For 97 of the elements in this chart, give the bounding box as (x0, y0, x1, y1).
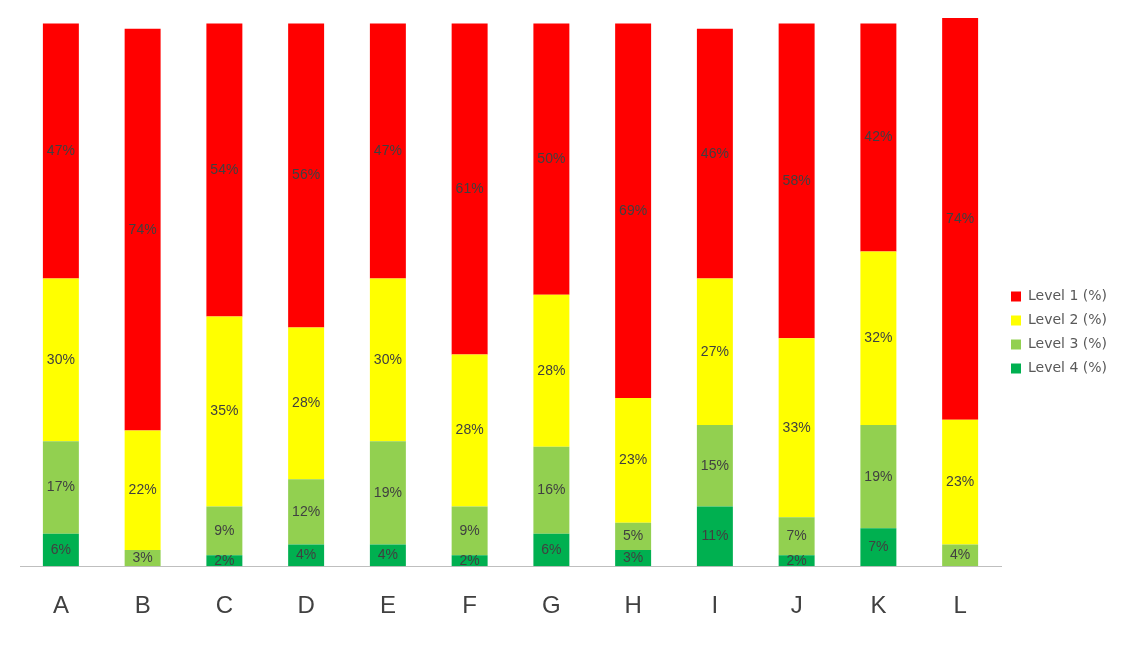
x-tick-label: D (297, 591, 315, 619)
data-label: 5% (623, 527, 644, 544)
x-tick-label: J (790, 591, 803, 619)
data-label: 27% (700, 342, 729, 359)
data-label: 11% (701, 527, 729, 544)
bar (696, 506, 733, 567)
data-label: 74% (128, 220, 157, 237)
bar (124, 28, 161, 431)
data-label: 2% (459, 551, 480, 568)
bar (288, 479, 325, 545)
data-label: 47% (46, 141, 75, 158)
bar (778, 338, 815, 518)
legend-label: Level 2 (%) (1028, 311, 1108, 328)
data-label: 30% (373, 350, 402, 367)
bar (696, 278, 733, 426)
data-label: 23% (619, 451, 648, 468)
bar (942, 18, 979, 420)
bar (369, 278, 406, 442)
data-label: 32% (864, 329, 893, 346)
data-label: 2% (786, 551, 807, 568)
data-label: 19% (864, 467, 893, 484)
data-label: 46% (700, 144, 729, 161)
data-label: 3% (623, 548, 644, 565)
data-label: 47% (373, 141, 402, 158)
bar (860, 23, 897, 252)
bar (42, 441, 79, 534)
bar (288, 23, 325, 328)
bar (42, 278, 79, 442)
data-label: 22% (128, 481, 157, 498)
data-label: 74% (946, 209, 975, 226)
bar (942, 419, 979, 545)
x-tick-label: K (870, 591, 887, 619)
x-tick-label: A (52, 591, 69, 619)
data-label: 19% (373, 483, 402, 500)
data-label: 28% (455, 421, 484, 438)
bar (615, 397, 652, 523)
bar (533, 446, 570, 534)
bar (533, 23, 570, 295)
bar (206, 506, 243, 556)
data-label: 4% (377, 546, 398, 563)
bar (451, 506, 488, 556)
data-label: 15% (700, 456, 729, 473)
data-label: 28% (537, 361, 566, 378)
data-label: 17% (46, 478, 75, 495)
bar (124, 430, 161, 550)
data-label: 4% (950, 546, 971, 563)
data-label: 54% (210, 160, 239, 177)
bar (206, 23, 243, 317)
bar (42, 23, 79, 279)
x-tick-label: B (134, 591, 151, 619)
legend-label: Level 1 (%) (1028, 287, 1108, 304)
bar (778, 517, 815, 556)
data-label: 35% (210, 402, 239, 419)
bar (860, 528, 897, 567)
data-label: 56% (292, 166, 321, 183)
bar (288, 327, 325, 480)
legend-label: Level 3 (%) (1028, 335, 1108, 352)
x-tick-label: L (953, 591, 967, 619)
data-label: 7% (786, 527, 807, 544)
x-tick-label: H (624, 591, 642, 619)
data-label: 61% (455, 179, 484, 196)
data-label: 7% (868, 538, 889, 555)
bar (860, 425, 897, 529)
data-label: 69% (619, 201, 648, 218)
legend-label: Level 4 (%) (1028, 359, 1108, 376)
data-label: 30% (46, 350, 75, 367)
data-label: 9% (459, 521, 480, 538)
data-label: 16% (537, 481, 566, 498)
x-tick-label: C (215, 591, 234, 619)
data-label: 9% (214, 521, 235, 538)
bar (860, 251, 897, 426)
data-label: 6% (50, 540, 71, 557)
bar (533, 294, 570, 447)
data-label: 6% (541, 540, 562, 557)
bar (369, 23, 406, 279)
bar (451, 23, 488, 355)
data-label: 12% (292, 502, 321, 519)
data-label: 4% (296, 546, 317, 563)
data-label: 33% (782, 418, 811, 435)
bar (696, 425, 733, 507)
x-tick-label: E (379, 591, 396, 619)
x-tick-label: I (711, 591, 719, 619)
bar (206, 316, 243, 507)
x-tick-label: G (542, 591, 561, 619)
data-label: 58% (782, 171, 811, 188)
bar (696, 28, 733, 279)
bar (451, 354, 488, 507)
bar (369, 441, 406, 545)
data-label: 42% (864, 128, 893, 145)
x-tick-label: F (462, 591, 477, 619)
data-label: 23% (946, 472, 975, 489)
data-label: 28% (292, 394, 321, 411)
data-label: 50% (537, 149, 566, 166)
bar (615, 23, 652, 398)
bar (778, 23, 815, 339)
data-label: 3% (132, 548, 153, 565)
data-label: 2% (214, 551, 235, 568)
